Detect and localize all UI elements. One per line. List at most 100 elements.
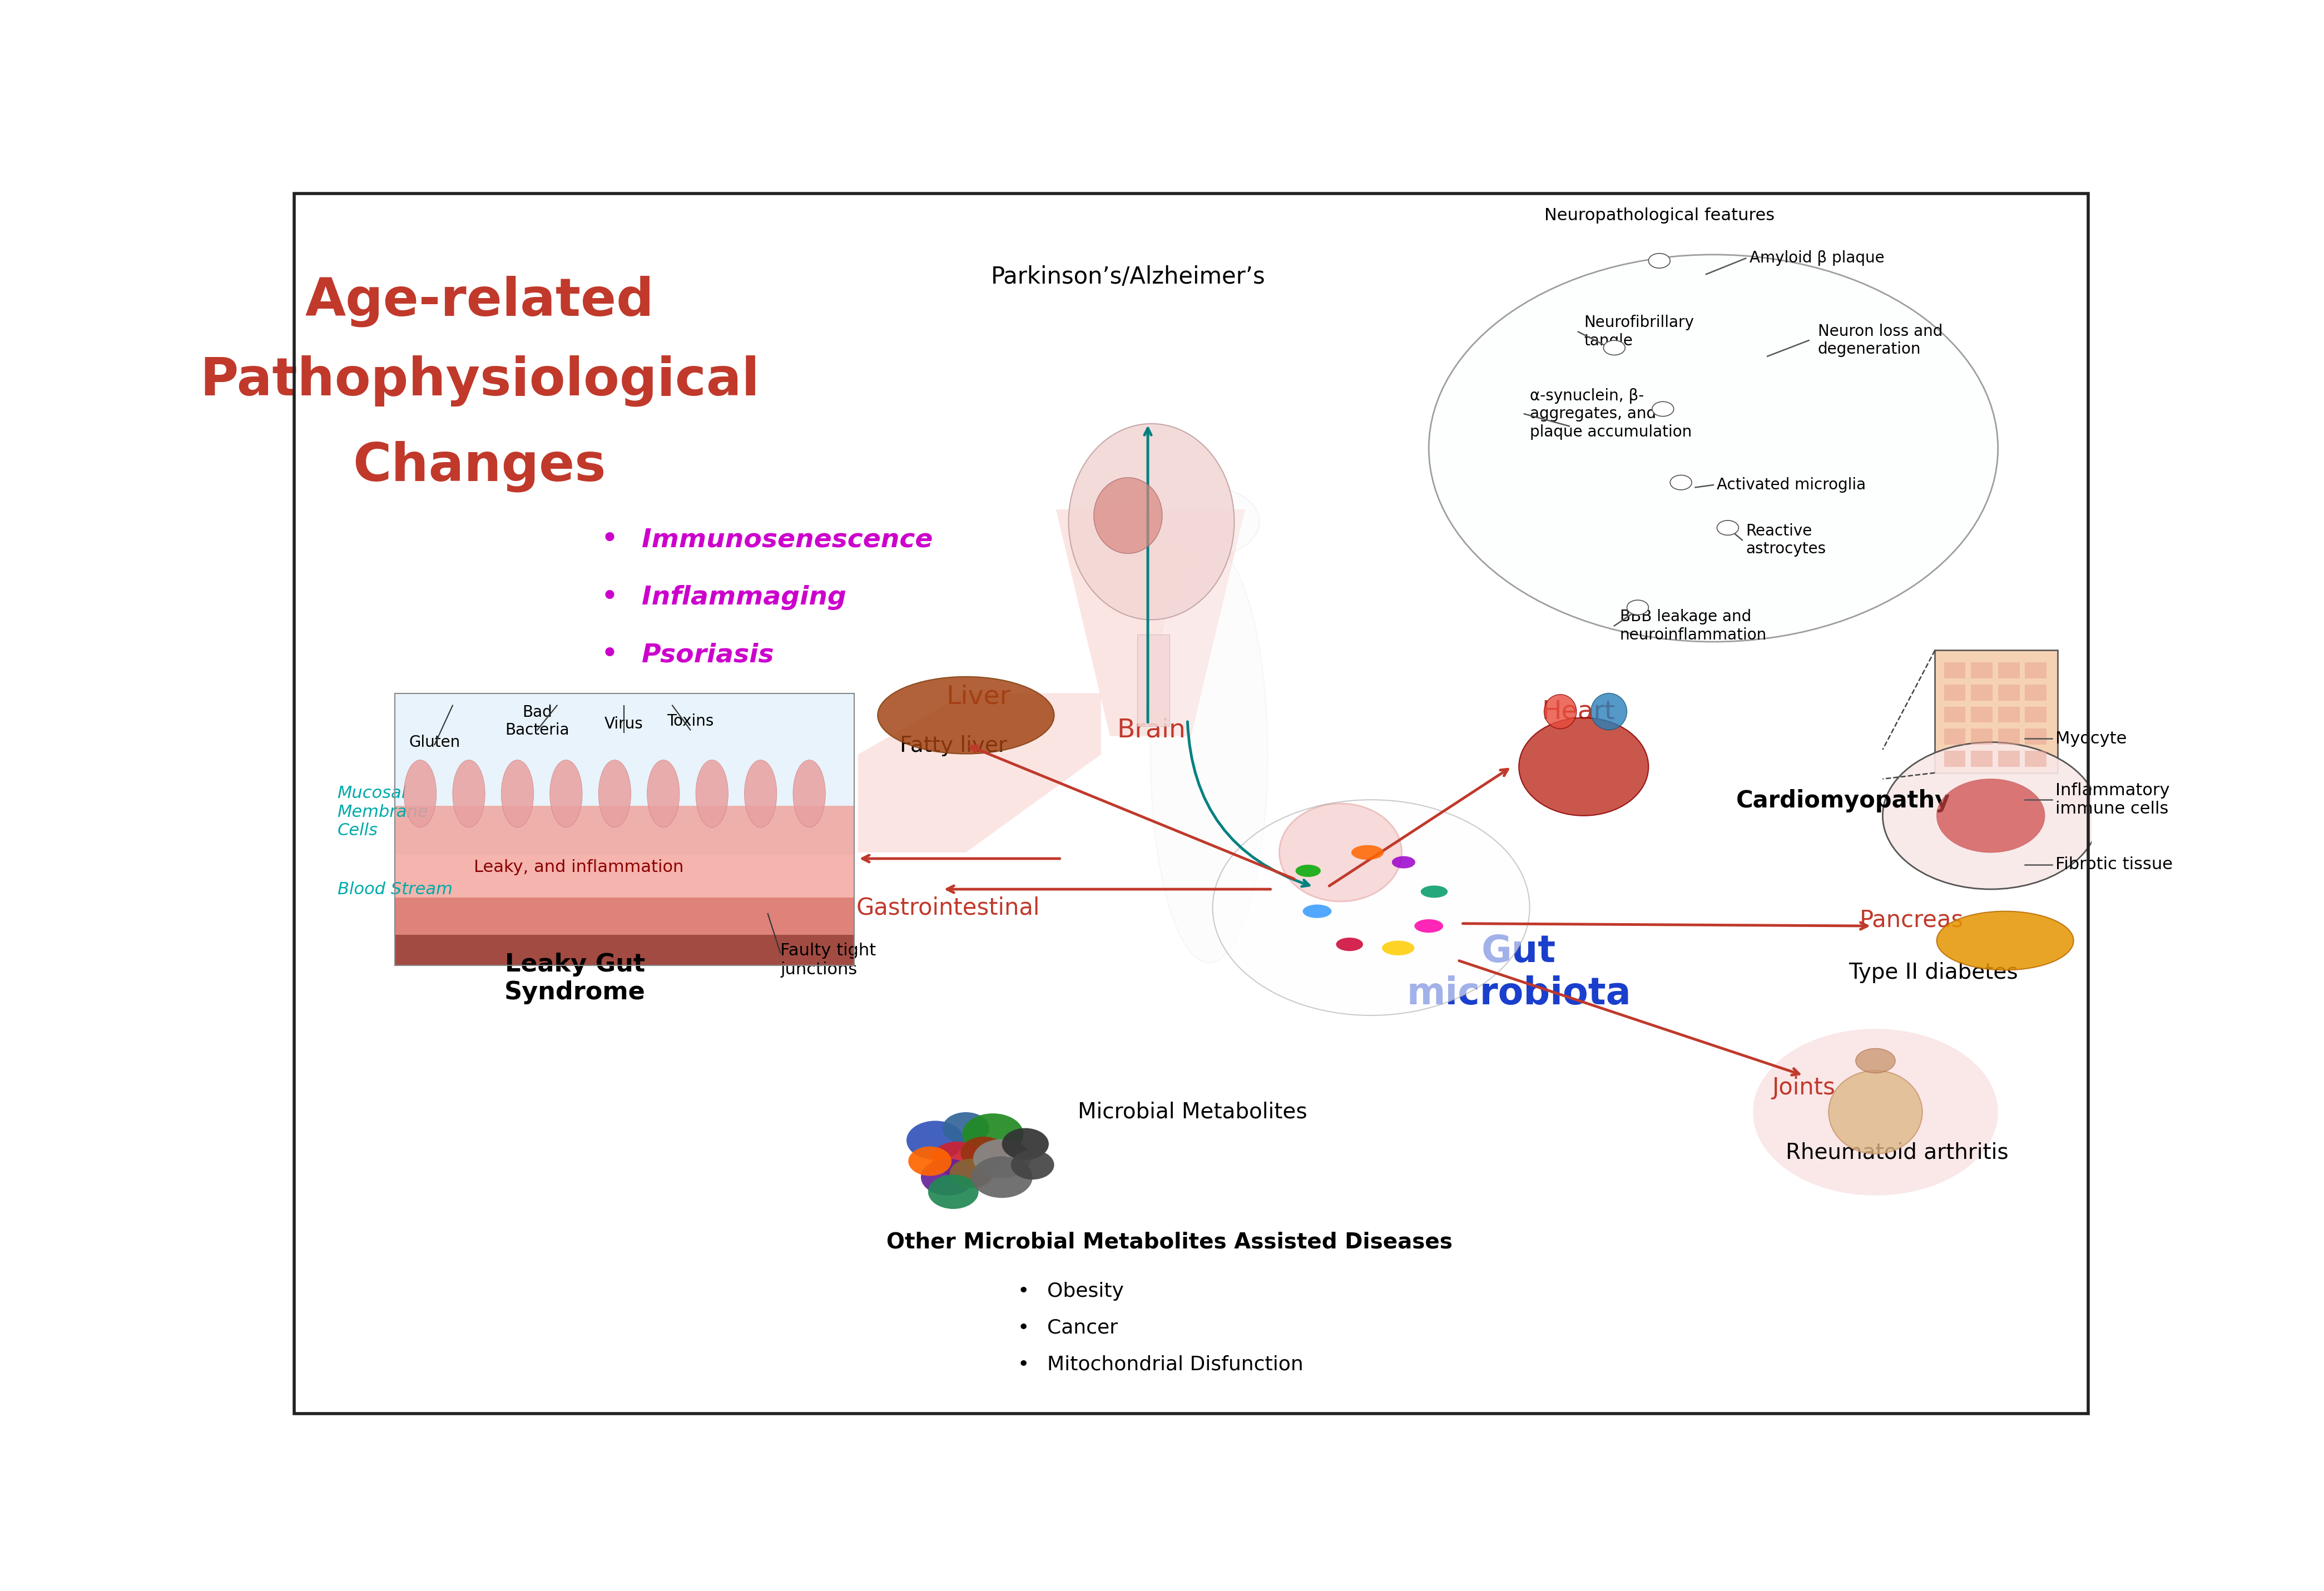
Circle shape	[1671, 476, 1692, 490]
Circle shape	[1627, 600, 1648, 614]
Circle shape	[944, 1112, 990, 1144]
Circle shape	[909, 1147, 951, 1176]
Bar	[1999, 706, 2020, 722]
Bar	[2024, 706, 2047, 722]
Circle shape	[920, 1158, 976, 1195]
Ellipse shape	[878, 676, 1055, 754]
Ellipse shape	[1415, 920, 1443, 932]
Ellipse shape	[646, 760, 679, 827]
Circle shape	[1429, 255, 1999, 641]
Text: Amyloid β plaque: Amyloid β plaque	[1750, 250, 1885, 266]
Text: •: •	[600, 582, 618, 613]
Text: •: •	[600, 640, 618, 670]
Text: Fibrotic tissue: Fibrotic tissue	[2054, 856, 2173, 873]
Text: •: •	[600, 525, 618, 555]
Polygon shape	[1055, 509, 1246, 737]
Ellipse shape	[551, 760, 583, 827]
Text: Age-related: Age-related	[304, 275, 653, 326]
Circle shape	[960, 1136, 1006, 1168]
Bar	[1936, 651, 2057, 773]
Ellipse shape	[744, 760, 776, 827]
Circle shape	[1882, 741, 2099, 889]
Circle shape	[1717, 520, 1738, 535]
Bar	[1999, 684, 2020, 700]
Text: Obesity: Obesity	[1046, 1282, 1122, 1300]
Circle shape	[1936, 780, 2045, 853]
Circle shape	[927, 1174, 978, 1209]
Text: Leaky Gut
Syndrome: Leaky Gut Syndrome	[504, 953, 646, 1004]
Text: Heart: Heart	[1541, 698, 1615, 724]
Circle shape	[974, 1139, 1032, 1179]
Text: Bad
Bacteria: Bad Bacteria	[504, 705, 569, 738]
Bar	[395, 934, 855, 966]
Ellipse shape	[1855, 1048, 1896, 1072]
Text: BBB leakage and
neuroinflammation: BBB leakage and neuroinflammation	[1620, 609, 1766, 643]
Bar	[1943, 706, 1966, 722]
Ellipse shape	[404, 760, 437, 827]
Bar	[395, 897, 855, 934]
Text: Myocyte: Myocyte	[2054, 730, 2126, 746]
Text: Pathophysiological: Pathophysiological	[200, 355, 760, 407]
Text: Liver: Liver	[946, 684, 1011, 710]
Ellipse shape	[1095, 477, 1162, 554]
Bar	[1971, 684, 1992, 700]
Text: Mucosal
Membrane
Cells: Mucosal Membrane Cells	[337, 786, 428, 838]
Text: Neurofibrillary
tangle: Neurofibrillary tangle	[1583, 315, 1694, 348]
Text: Cardiomyopathy: Cardiomyopathy	[1736, 789, 1950, 813]
Text: Neuron loss and
degeneration: Neuron loss and degeneration	[1817, 323, 1943, 356]
Ellipse shape	[502, 760, 535, 827]
Circle shape	[1752, 1029, 1999, 1195]
Text: Changes: Changes	[353, 441, 607, 492]
Text: Faulty tight
junctions: Faulty tight junctions	[781, 943, 876, 978]
Circle shape	[932, 1142, 983, 1176]
Bar	[2024, 751, 2047, 767]
Ellipse shape	[453, 760, 486, 827]
Text: Gastrointestinal: Gastrointestinal	[855, 896, 1039, 920]
Text: Virus: Virus	[604, 716, 644, 732]
Text: Other Microbial Metabolites Assisted Diseases: Other Microbial Metabolites Assisted Dis…	[885, 1231, 1452, 1252]
Text: Brain: Brain	[1118, 718, 1185, 743]
Text: Blood Stream: Blood Stream	[337, 881, 453, 897]
Ellipse shape	[600, 760, 630, 827]
Text: Psoriasis: Psoriasis	[641, 643, 774, 668]
Text: Parkinson’s/Alzheimer’s: Parkinson’s/Alzheimer’s	[990, 266, 1264, 288]
Circle shape	[962, 1114, 1023, 1155]
Bar	[1136, 635, 1169, 725]
Bar	[1971, 729, 1992, 745]
Text: α-synuclein, β-
aggregates, and
plaque accumulation: α-synuclein, β- aggregates, and plaque a…	[1529, 388, 1692, 439]
Circle shape	[1160, 487, 1260, 555]
Ellipse shape	[1336, 937, 1364, 951]
Ellipse shape	[1420, 886, 1448, 897]
Text: Joints: Joints	[1771, 1076, 1836, 1099]
Ellipse shape	[1294, 866, 1320, 877]
Text: •: •	[1018, 1319, 1030, 1338]
Bar	[2024, 684, 2047, 700]
Circle shape	[1011, 1150, 1055, 1179]
Text: Inflammatory
immune cells: Inflammatory immune cells	[2054, 783, 2171, 818]
Ellipse shape	[792, 760, 825, 827]
Ellipse shape	[1069, 423, 1234, 620]
Bar	[1943, 751, 1966, 767]
Bar	[1943, 662, 1966, 678]
Ellipse shape	[1520, 718, 1648, 816]
Text: Type II diabetes: Type II diabetes	[1848, 963, 2017, 983]
Ellipse shape	[1392, 856, 1415, 869]
Text: Rheumatoid arthritis: Rheumatoid arthritis	[1785, 1142, 2008, 1163]
Text: Toxins: Toxins	[667, 714, 713, 729]
Bar	[395, 694, 855, 854]
Text: •: •	[1018, 1356, 1030, 1375]
Bar	[1999, 729, 2020, 745]
Ellipse shape	[1592, 694, 1627, 730]
Text: Mitochondrial Disfunction: Mitochondrial Disfunction	[1046, 1356, 1304, 1375]
Ellipse shape	[1150, 546, 1267, 963]
Bar	[1943, 684, 1966, 700]
Circle shape	[951, 1158, 992, 1188]
Text: Immunosenescence: Immunosenescence	[641, 528, 932, 552]
Bar	[395, 807, 855, 897]
Ellipse shape	[1383, 940, 1415, 955]
Text: Inflammaging: Inflammaging	[641, 585, 846, 611]
Ellipse shape	[695, 760, 727, 827]
Ellipse shape	[1350, 845, 1383, 859]
Ellipse shape	[1278, 803, 1401, 902]
Text: Pancreas: Pancreas	[1859, 908, 1964, 931]
